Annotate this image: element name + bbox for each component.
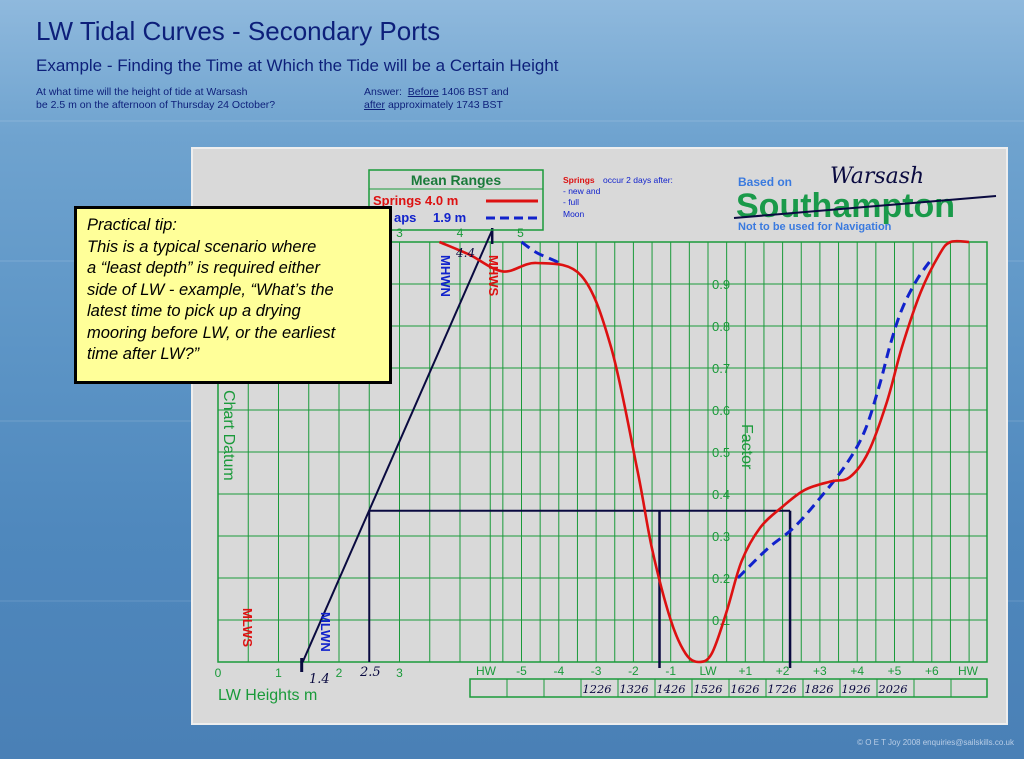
mhwn-label: MHWN [438,255,453,297]
height-tick-label: 2 [336,666,343,680]
time-strip-value: 1826 [804,682,833,696]
time-strip-value: 1526 [693,682,722,696]
time-tick-label: -4 [553,664,564,678]
factor-tick-label: 0.8 [712,319,730,334]
legend-neaps-value: 1.9 m [433,210,466,225]
answer-before-rest: 1406 BST and [441,86,509,98]
time-strip-value: 2026 [877,682,907,696]
warning-label: Not to be used for Navigation [738,221,892,233]
copyright: © O E T Joy 2008 enquiries@sailskills.co… [857,738,1014,747]
tip-line-3: a “least depth” is required either [87,259,320,277]
factor-tick-label: 0.2 [712,571,730,586]
y-axis-label: Chart Datum [220,390,237,481]
x-axis-label: LW Heights m [218,687,317,704]
height-tick-label: 3 [396,666,403,680]
answer-before: Before [407,86,439,98]
height-top-tick-label: 3 [396,226,403,240]
time-tick-label: -3 [591,664,602,678]
mhws-label: MHWS [486,255,501,296]
factor-tick-label: 0.7 [712,361,730,376]
time-tick-label: +6 [925,664,939,678]
springs-note-item1: - new and [563,186,601,196]
page-title: LW Tidal Curves - Secondary Ports [36,16,441,46]
time-tick-label: -5 [516,664,527,678]
height-top-tick-label: 5 [517,226,524,240]
time-strip: 1226 1326 1426 1526 1626 1726 1826 1926 2026 [469,679,952,697]
time-tick-label: HW [958,664,979,678]
time-tick-label: +1 [738,664,752,678]
time-tick-label: -2 [628,664,639,678]
lw-height-annotation: 1.4 [309,672,330,687]
height-top-tick-label: 4 [457,226,464,240]
neaps-curve-before [520,240,564,267]
time-strip-value: 1426 [656,682,685,696]
factor-tick-label: 0.5 [712,445,730,460]
time-tick-label: -1 [665,664,676,678]
port-label: Southampton [736,187,955,225]
tidal-curves [438,239,970,664]
tip-line-6: mooring before LW, or the earliest [87,323,336,342]
tip-line-1: Practical tip: [87,216,177,234]
answer-after-rest: approximately 1743 BST [387,99,503,111]
time-tick-label: HW [476,664,497,678]
mlws-label: MLWS [240,608,255,647]
time-strip-value: 1626 [730,682,759,696]
tip-line-5: latest time to pick up a drying [87,302,301,320]
question-text: At what time will the height of tide at … [36,86,336,112]
time-tick-label: +3 [813,664,827,678]
time-strip-value: 1926 [841,682,870,696]
time-strip-value: 1726 [767,682,796,696]
chart-ticks: 0.10.20.30.40.50.60.70.80.90 1 2 33 4 5HW -5 -4… [215,226,979,680]
time-tick-label: LW [699,664,717,678]
time-tick-label: +4 [850,664,864,678]
question-line-2: be 2.5 m on the afternoon of Thursday 24… [36,99,276,111]
time-strip-value: 1326 [619,682,648,696]
springs-note-item3: Moon [563,209,585,219]
factor-axis-label: Factor [738,424,755,470]
neaps-curve-after [736,257,934,580]
tip-line-4: side of LW - example, “What’s the [87,280,334,299]
legend-springs-label: Springs 4.0 m [373,193,458,208]
page-subtitle: Example - Finding the Time at Which the … [36,56,559,75]
factor-tick-label: 0.9 [712,277,730,292]
chart-grid [217,241,988,663]
time-tick-label: +5 [888,664,902,678]
height-tick-label: 0 [215,666,222,680]
height-tick-label: 1 [275,666,282,680]
mlwn-label: MLWN [318,612,333,652]
factor-tick-label: 0.3 [712,529,730,544]
springs-curve [438,239,970,664]
port-strike-line [733,195,997,219]
springs-note-rest: occur 2 days after: [603,175,673,185]
answer-prefix: Answer: [364,86,402,98]
question-line-1: At what time will the height of tide at … [36,86,248,98]
answer-text: Answer: Before 1406 BST and after approx… [364,86,564,112]
springs-note-item2: - full [563,197,579,207]
time-tick-label: +2 [776,664,790,678]
hw-height-annotation: 4.4 [455,246,475,260]
legend-box [368,169,544,231]
factor-tick-label: 0.4 [712,487,730,502]
practical-tip-box: Practical tip: This is a typical scenari… [74,206,392,384]
springs-note-bold: Springs [563,175,595,185]
based-on-label: Based on [738,175,792,189]
target-height-annotation: 2.5 [359,665,381,680]
legend-title: Mean Ranges [411,172,501,188]
tip-line-7: time after LW?” [87,345,200,363]
location-label: Warsash [830,164,924,189]
range-line [301,229,494,663]
factor-tick-label: 0.6 [712,403,730,418]
legend-neaps-label: aps [394,210,416,225]
tip-line-2: This is a typical scenario where [87,237,317,256]
time-strip-value: 1226 [582,682,611,696]
answer-after: after [364,99,386,111]
construction-lines [300,228,792,672]
